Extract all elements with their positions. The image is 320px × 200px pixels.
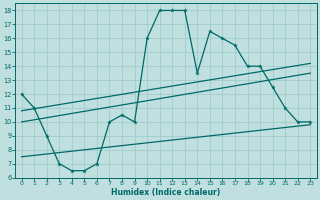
X-axis label: Humidex (Indice chaleur): Humidex (Indice chaleur) [111, 188, 220, 197]
